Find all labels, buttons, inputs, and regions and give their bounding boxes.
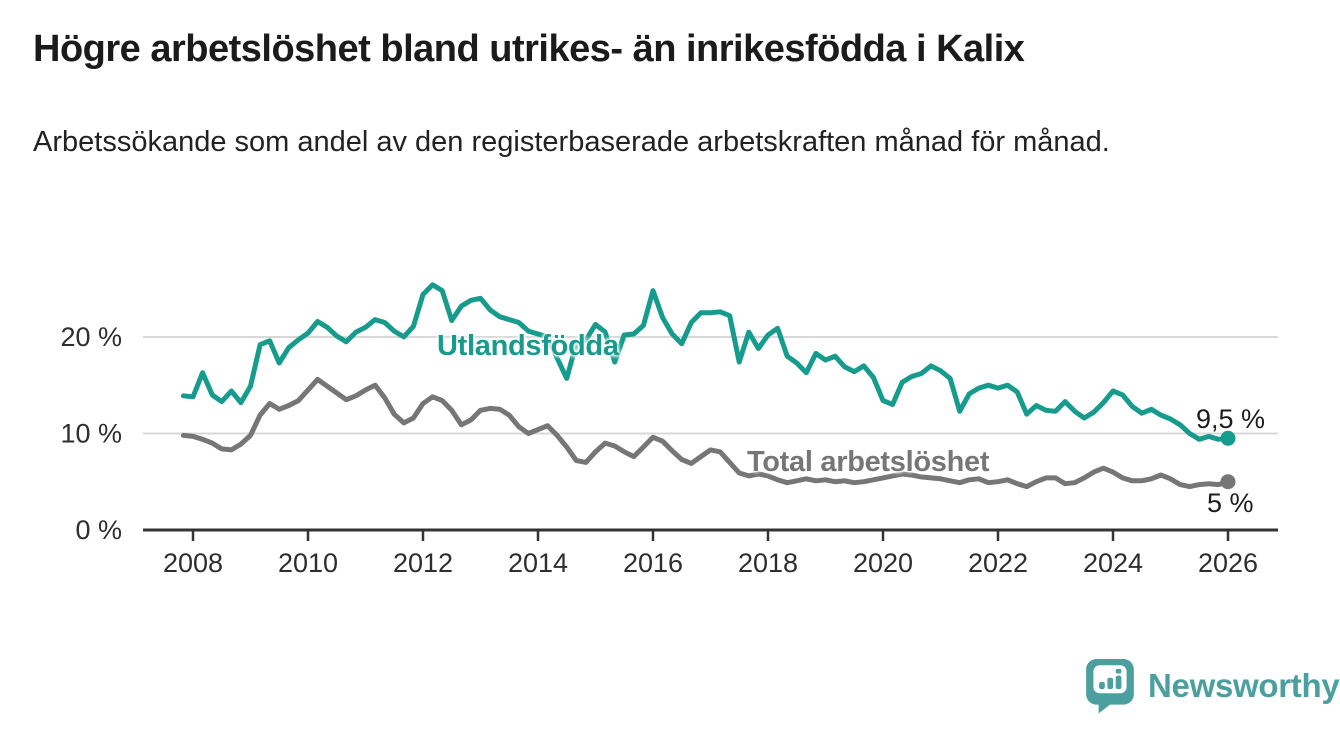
- series-label-utlandsfodda: Utlandsfödda: [437, 330, 619, 362]
- end-value-label-total: 5 %: [1207, 488, 1254, 518]
- x-tick-label-2020: 2020: [853, 548, 913, 578]
- newsworthy-logo-text: Newsworthy: [1148, 667, 1340, 704]
- x-tick-label-2010: 2010: [278, 548, 338, 578]
- x-tick-label-2014: 2014: [508, 548, 568, 578]
- y-tick-label-10: 10 %: [60, 418, 122, 448]
- series-line-total: [180, 376, 1231, 490]
- y-tick-label-0: 0 %: [75, 515, 122, 545]
- x-tick-label-2026: 2026: [1198, 548, 1258, 578]
- newsworthy-logo: Newsworthy: [1085, 658, 1340, 714]
- chart-subtitle: Arbetssökande som andel av den registerb…: [33, 126, 1110, 158]
- page-title: Högre arbetslöshet bland utrikes- än inr…: [33, 28, 1025, 70]
- series-end-dot-total: [1220, 474, 1236, 490]
- x-tick-label-2022: 2022: [968, 548, 1028, 578]
- newsworthy-logo-icon: [1085, 658, 1135, 714]
- x-tick-label-2012: 2012: [393, 548, 453, 578]
- x-tick-label-2018: 2018: [738, 548, 798, 578]
- x-tick-label-2016: 2016: [623, 548, 683, 578]
- x-tick-label-2008: 2008: [163, 548, 223, 578]
- y-tick-label-20: 20 %: [60, 322, 122, 352]
- end-value-label-utlandsfodda: 9,5 %: [1196, 404, 1266, 434]
- x-tick-label-2024: 2024: [1083, 548, 1143, 578]
- series-end-dot-utlandsfodda: [1220, 430, 1236, 446]
- series-line-utlandsfodda: [180, 282, 1231, 442]
- series-label-total-arbetsloshet: Total arbetslöshet: [747, 446, 990, 478]
